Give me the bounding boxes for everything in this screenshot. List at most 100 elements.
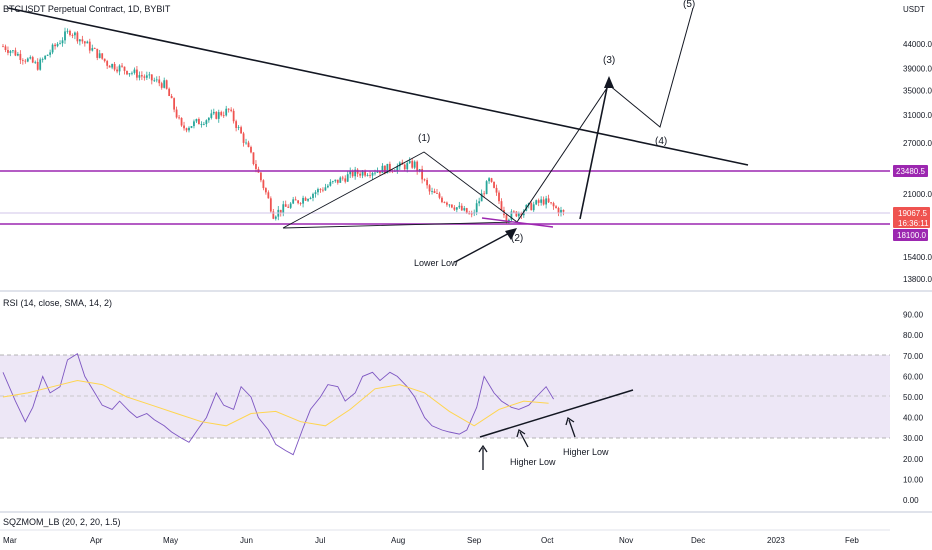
lower-low-label: Lower Low	[414, 258, 458, 268]
candle-body	[411, 160, 414, 168]
candle-body	[212, 111, 215, 114]
rsi-arrow-1-head	[478, 444, 488, 453]
sqzmom-indicator-label[interactable]: SQZMOM_LB (20, 2, 20, 1.5)	[3, 517, 121, 527]
candle-body	[168, 88, 171, 97]
candle-body	[460, 205, 463, 211]
candle-body	[458, 205, 461, 208]
candle-body	[136, 69, 138, 78]
candle-body	[7, 50, 9, 53]
time-axis: Mar Apr May Jun Jul Aug Sep Oct Nov Dec 2023 Feb	[3, 536, 859, 545]
candle-body	[302, 197, 304, 204]
rsi-series	[2, 353, 554, 456]
candle-body	[200, 124, 203, 125]
resistance-price-text: 23480.5	[896, 167, 925, 176]
candle-body	[483, 193, 486, 195]
candle-body	[510, 211, 513, 220]
candle-body	[78, 39, 81, 42]
rsi-arrow-2[interactable]	[519, 431, 529, 448]
support-price-tag	[893, 229, 928, 241]
rsi-tick-label: 10.00	[903, 475, 924, 484]
candle-body	[341, 177, 344, 179]
candle-body	[294, 199, 297, 201]
candle-body	[274, 216, 277, 219]
candle-body	[478, 201, 481, 204]
candle-body	[366, 175, 369, 176]
candle-body	[170, 96, 173, 99]
rsi-higher-low-trendline[interactable]	[479, 389, 634, 438]
price-unit-label: USDT	[903, 5, 925, 14]
candle-body	[59, 43, 61, 45]
price-tick-label: 39000.0	[903, 64, 932, 73]
candle-body	[505, 215, 508, 223]
candle-body	[173, 98, 176, 110]
candle-body	[240, 127, 242, 134]
candle-body	[61, 40, 64, 44]
candle-body	[121, 65, 123, 67]
candle-body	[128, 73, 131, 75]
rsi-tick-label: 50.00	[903, 393, 924, 402]
candle-body	[262, 180, 265, 189]
price-tick-label: 21000.0	[903, 190, 932, 199]
time-tick-label: Aug	[391, 536, 405, 545]
time-tick-label: Jun	[240, 536, 253, 545]
rsi-ma-line	[2, 379, 549, 427]
candle-body	[441, 197, 443, 203]
rsi-indicator-label[interactable]: RSI (14, close, SMA, 14, 2)	[3, 298, 113, 308]
candle-body	[64, 31, 66, 41]
candle-body	[463, 208, 466, 211]
candle-body	[36, 61, 39, 70]
candle-body	[210, 113, 213, 118]
wave-projection-path[interactable]	[516, 7, 694, 223]
candle-body	[500, 201, 503, 210]
candle-body	[56, 43, 59, 47]
candle-body	[183, 125, 185, 129]
candle-body	[512, 211, 515, 213]
support-price-text: 18100.0	[897, 231, 926, 240]
candle-body	[195, 119, 198, 122]
candle-body	[416, 161, 419, 171]
rsi-arrow-3-head	[565, 416, 575, 426]
rsi-arrow-3[interactable]	[568, 419, 576, 438]
candle-body	[106, 61, 109, 66]
candle-body	[488, 178, 490, 182]
wave-label-2: (2)	[511, 233, 523, 244]
candle-body	[88, 41, 91, 51]
candle-body	[413, 161, 416, 168]
candle-body	[93, 48, 96, 49]
candle-body	[272, 211, 275, 219]
lower-low-trendline[interactable]	[481, 217, 554, 228]
candle-body	[446, 202, 448, 205]
candle-body	[9, 51, 12, 53]
candle-body	[108, 65, 111, 68]
candle-body	[334, 179, 337, 182]
candle-body	[74, 32, 76, 36]
downtrend-line[interactable]	[7, 7, 749, 166]
wave-1-triangle[interactable]	[282, 151, 519, 229]
candle-body	[374, 172, 376, 174]
candle-body	[515, 211, 518, 217]
candle-body	[250, 147, 252, 153]
candle-body	[312, 193, 314, 198]
lower-low-arrow[interactable]	[454, 229, 516, 263]
candle-body	[14, 50, 17, 56]
rsi-tick-label: 30.00	[903, 434, 924, 443]
candle-body	[113, 63, 116, 70]
candle-body	[4, 46, 7, 51]
candle-body	[517, 212, 520, 217]
candle-body	[247, 142, 250, 148]
candle-body	[198, 119, 200, 125]
rsi-tick-label: 40.00	[903, 414, 924, 423]
impulse-arrow[interactable]	[579, 77, 610, 220]
price-tick-label: 35000.0	[903, 86, 932, 95]
candle-body	[453, 207, 456, 210]
rsi-arrow-2-head	[516, 428, 526, 438]
chart-title: BTCUSDT Perpetual Contract, 1D, BYBIT	[3, 4, 171, 14]
wave-label-4: (4)	[655, 136, 667, 147]
candle-body	[542, 199, 545, 205]
candle-body	[81, 39, 84, 42]
candle-body	[193, 121, 195, 127]
candle-body	[448, 204, 451, 206]
candle-body	[126, 70, 128, 75]
candle-body	[480, 193, 483, 202]
